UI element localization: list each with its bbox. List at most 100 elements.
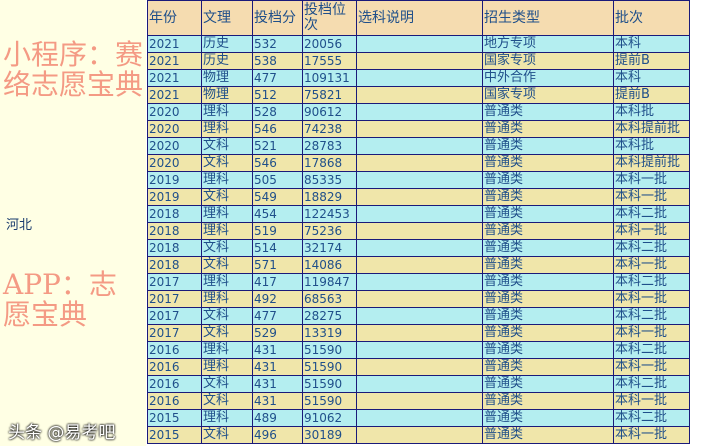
cell-selection (356, 52, 483, 70)
table-row: 2021 物理 477 109131 中外合作 本科 (147, 69, 690, 87)
cell-selection (356, 307, 483, 325)
cell-score: 521 (252, 137, 303, 155)
cell-year: 2018 (147, 239, 202, 257)
cell-score: 528 (252, 103, 303, 121)
cell-type: 国家专项 (482, 52, 614, 70)
cell-subject: 历史 (201, 35, 253, 53)
header-selection: 选科说明 (356, 0, 483, 36)
header-year: 年份 (147, 0, 202, 36)
table-row: 2020 理科 546 74238 普通类 本科提前批 (147, 120, 690, 138)
cell-type: 普通类 (482, 273, 614, 291)
cell-batch: 本科二批 (613, 273, 690, 291)
cell-subject: 文科 (201, 324, 253, 342)
cell-rank: 85335 (302, 171, 357, 189)
cell-selection (356, 290, 483, 308)
table-row: 2015 文科 496 30189 普通类 本科一批 (147, 426, 690, 444)
cell-score: 529 (252, 324, 303, 342)
cell-subject: 理科 (201, 358, 253, 376)
cell-type: 普通类 (482, 222, 614, 240)
cell-year: 2017 (147, 307, 202, 325)
cell-score: 477 (252, 69, 303, 87)
cell-type: 普通类 (482, 137, 614, 155)
cell-rank: 18829 (302, 188, 357, 206)
cell-rank: 91062 (302, 409, 357, 427)
cell-rank: 30189 (302, 426, 357, 444)
cell-batch: 本科 (613, 35, 690, 53)
cell-rank: 17868 (302, 154, 357, 172)
table-row: 2016 理科 431 51590 普通类 本科二批 (147, 341, 690, 359)
cell-rank: 14086 (302, 256, 357, 274)
cell-year: 2020 (147, 120, 202, 138)
cell-batch: 本科二批 (613, 205, 690, 223)
cell-type: 普通类 (482, 239, 614, 257)
cell-score: 571 (252, 256, 303, 274)
credit-watermark: 头条 @易考吧 (8, 423, 116, 443)
cell-score: 505 (252, 171, 303, 189)
cell-score: 532 (252, 35, 303, 53)
table-row: 2016 理科 431 51590 普通类 本科一批 (147, 358, 690, 376)
cell-year: 2017 (147, 324, 202, 342)
cell-year: 2015 (147, 409, 202, 427)
cell-selection (356, 86, 483, 104)
cell-score: 519 (252, 222, 303, 240)
cell-type: 普通类 (482, 205, 614, 223)
cell-batch: 本科一批 (613, 171, 690, 189)
cell-batch: 本科提前批 (613, 120, 690, 138)
header-rank: 投档位次 (302, 0, 357, 36)
table-row: 2017 文科 477 28275 普通类 本科二批 (147, 307, 690, 325)
cell-subject: 理科 (201, 409, 253, 427)
cell-batch: 本科一批 (613, 290, 690, 308)
cell-rank: 75821 (302, 86, 357, 104)
cell-selection (356, 35, 483, 53)
cell-year: 2016 (147, 375, 202, 393)
cell-selection (356, 324, 483, 342)
table-row: 2018 理科 454 122453 普通类 本科二批 (147, 205, 690, 223)
cell-type: 普通类 (482, 256, 614, 274)
cell-subject: 物理 (201, 69, 253, 87)
cell-type: 普通类 (482, 171, 614, 189)
cell-year: 2021 (147, 52, 202, 70)
cell-subject: 文科 (201, 375, 253, 393)
cell-subject: 历史 (201, 52, 253, 70)
cell-type: 普通类 (482, 358, 614, 376)
cell-rank: 51590 (302, 341, 357, 359)
cell-year: 2016 (147, 358, 202, 376)
table-row: 2020 文科 521 28783 普通类 本科批 (147, 137, 690, 155)
cell-score: 492 (252, 290, 303, 308)
cell-batch: 本科二批 (613, 375, 690, 393)
watermark-line1: 小程序：赛络志愿宝典 (3, 38, 144, 101)
cell-batch: 本科一批 (613, 392, 690, 410)
cell-score: 512 (252, 86, 303, 104)
header-subject: 文理 (201, 0, 253, 36)
cell-selection (356, 273, 483, 291)
cell-batch: 本科二批 (613, 307, 690, 325)
cell-score: 546 (252, 154, 303, 172)
table-row: 2019 理科 505 85335 普通类 本科一批 (147, 171, 690, 189)
cell-type: 普通类 (482, 324, 614, 342)
header-row: 年份 文理 投档分 投档位次 选科说明 招生类型 批次 (147, 0, 690, 36)
cell-selection (356, 205, 483, 223)
table-row: 2018 理科 519 75236 普通类 本科一批 (147, 222, 690, 240)
cell-subject: 理科 (201, 290, 253, 308)
cell-rank: 20056 (302, 35, 357, 53)
cell-subject: 文科 (201, 426, 253, 444)
cell-batch: 本科 (613, 69, 690, 87)
cell-rank: 90612 (302, 103, 357, 121)
cell-selection (356, 69, 483, 87)
cell-selection (356, 409, 483, 427)
cell-rank: 13319 (302, 324, 357, 342)
cell-score: 549 (252, 188, 303, 206)
cell-type: 普通类 (482, 307, 614, 325)
cell-type: 普通类 (482, 188, 614, 206)
cell-type: 普通类 (482, 103, 614, 121)
cell-subject: 理科 (201, 205, 253, 223)
cell-batch: 本科批 (613, 137, 690, 155)
cell-year: 2018 (147, 205, 202, 223)
cell-year: 2020 (147, 103, 202, 121)
cell-selection (356, 171, 483, 189)
cell-year: 2018 (147, 256, 202, 274)
table-row: 2021 物理 512 75821 国家专项 提前B (147, 86, 690, 104)
cell-score: 417 (252, 273, 303, 291)
cell-rank: 119847 (302, 273, 357, 291)
table-row: 2021 历史 532 20056 地方专项 本科 (147, 35, 690, 53)
